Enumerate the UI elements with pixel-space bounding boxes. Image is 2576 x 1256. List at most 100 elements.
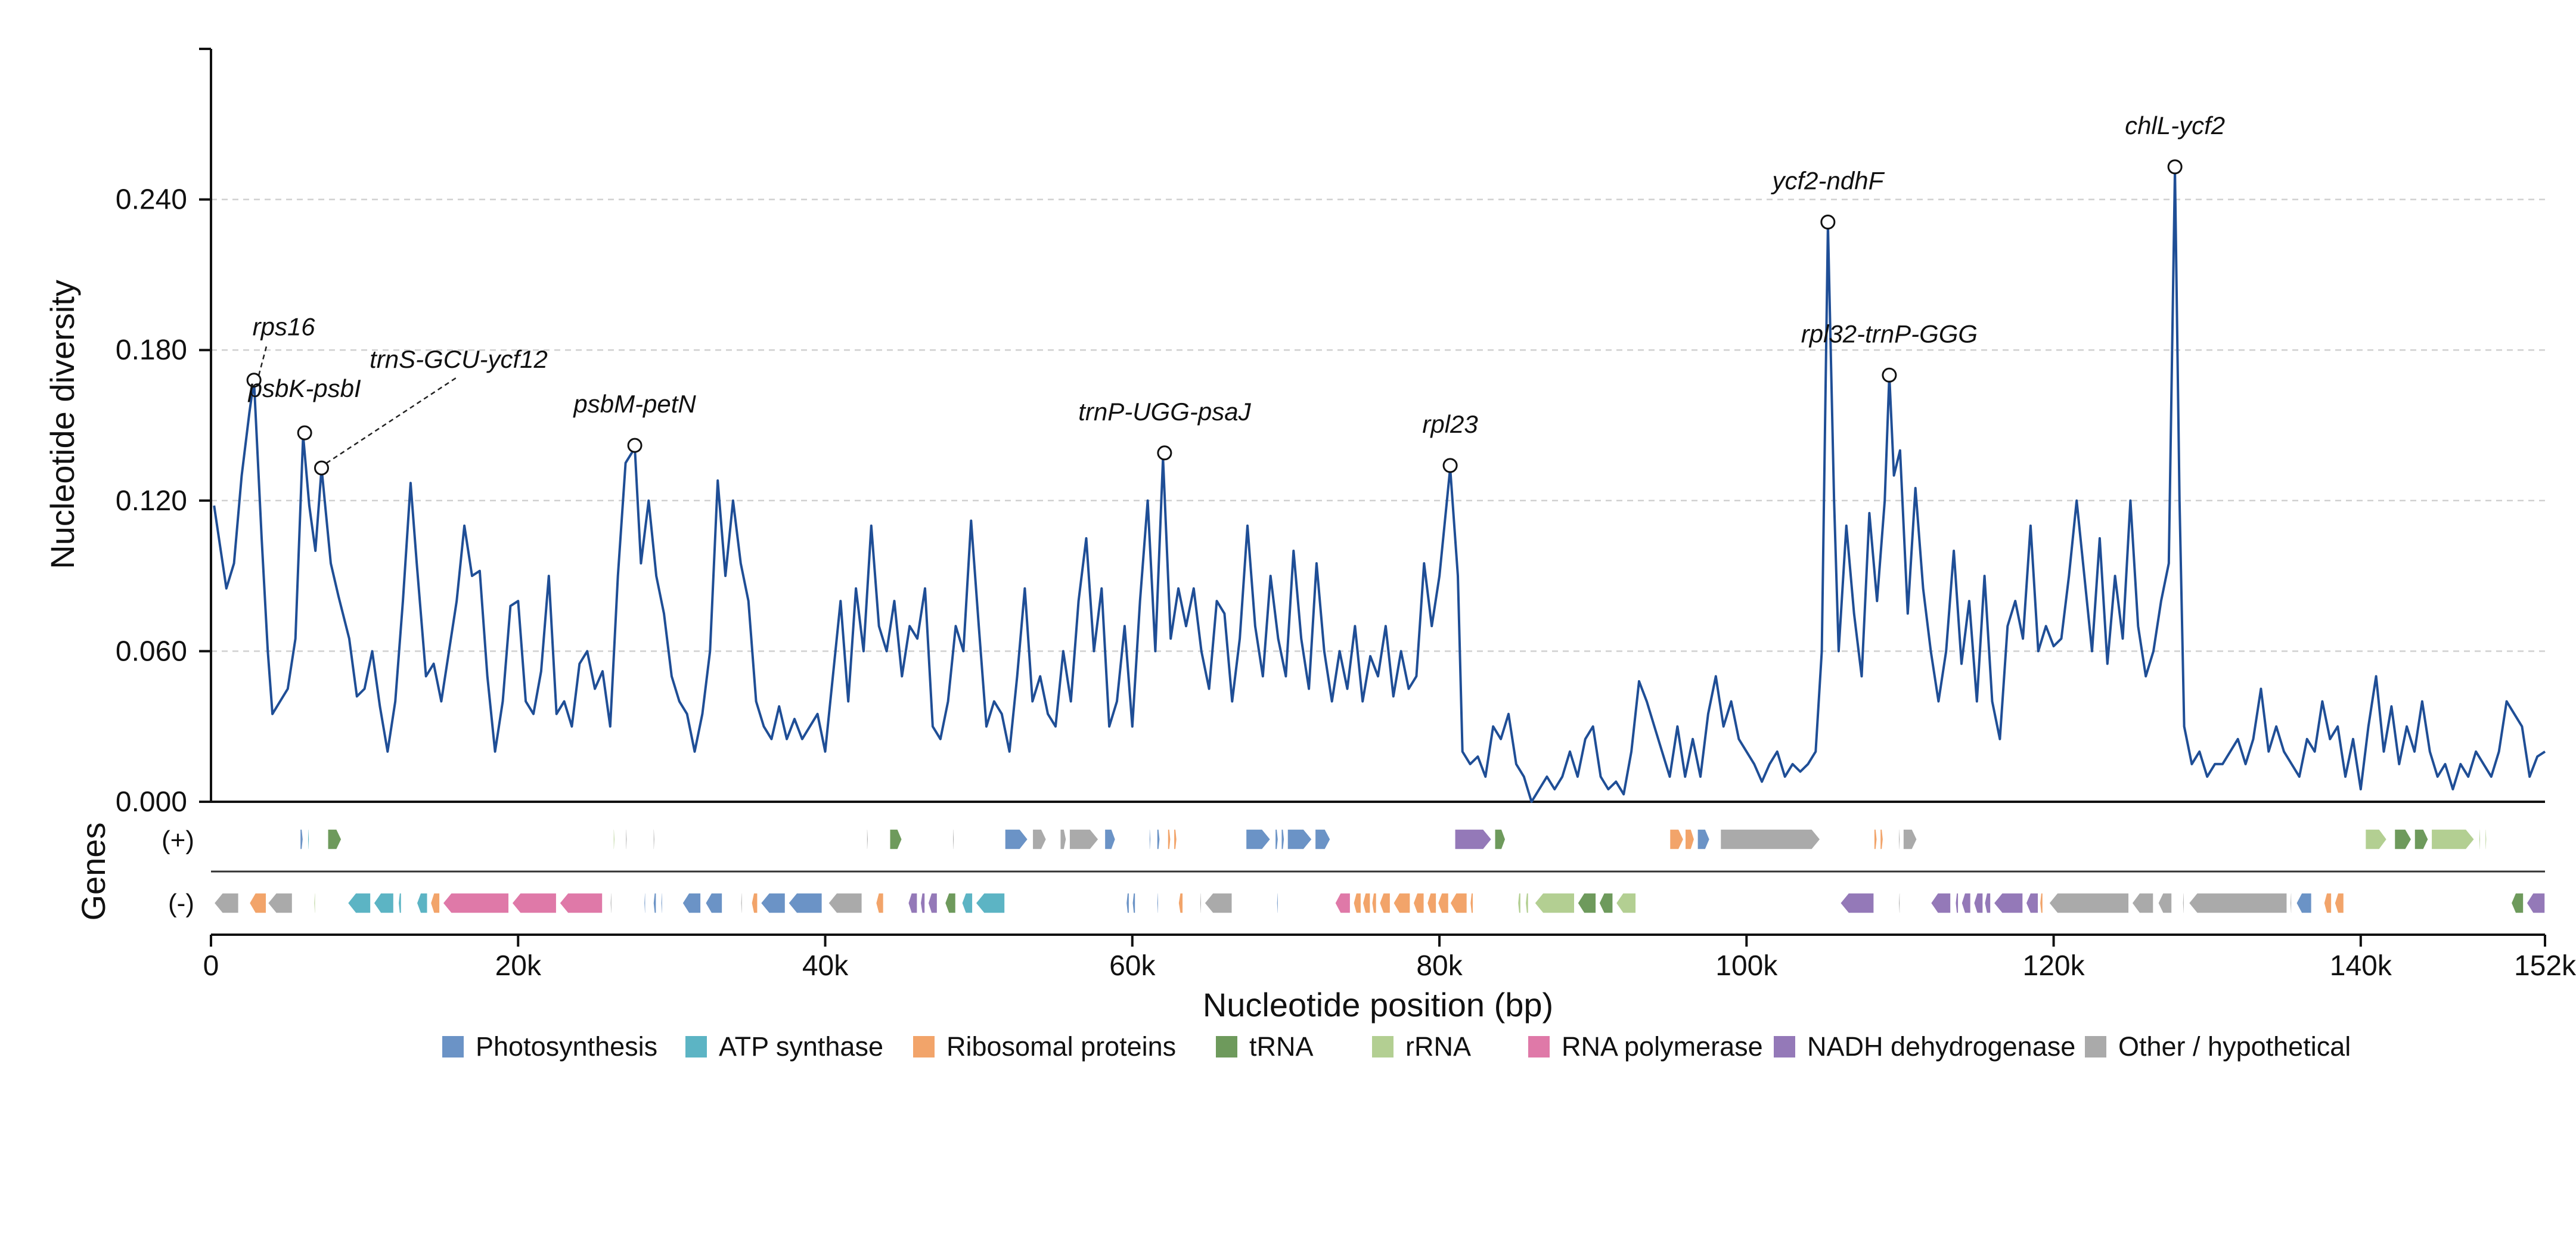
minus-strand-gene	[1392, 892, 1411, 914]
x-tick-label: 0	[203, 950, 219, 982]
minus-strand-gene	[1199, 892, 1202, 914]
peak-label: rps16	[253, 313, 316, 341]
peak-marker	[1442, 458, 1458, 473]
minus-strand-gene	[1615, 892, 1637, 914]
plus-strand-gene	[1287, 829, 1313, 850]
legend-label: Ribosomal proteins	[946, 1031, 1176, 1062]
plus-strand-gene	[2364, 829, 2388, 850]
minus-strand-gene	[2334, 892, 2345, 914]
plus-strand-gene	[889, 829, 903, 850]
minus-strand-gene	[1362, 892, 1371, 914]
y-tick-label: 0.240	[116, 184, 187, 216]
minus-strand-gene	[2526, 892, 2546, 914]
plus-strand-gene	[866, 829, 869, 850]
plus-strand-gene	[1004, 829, 1029, 850]
plus-strand-gene	[1454, 829, 1492, 850]
minus-strand-gene	[347, 892, 371, 914]
legend-label: NADH dehydrogenase	[1807, 1031, 2075, 1062]
minus-strand-gene	[760, 892, 786, 914]
peak-label: chlL-ycf2	[2125, 111, 2225, 139]
minus-strand-gene	[1525, 892, 1529, 914]
x-tick-label: 140k	[2330, 950, 2392, 982]
plus-strand-gene	[1684, 829, 1695, 850]
minus-strand-gene	[1469, 892, 1474, 914]
plus-strand-gene	[1156, 829, 1160, 850]
plus-strand-gene	[1669, 829, 1684, 850]
y-axis-title: Nucleotide diversity	[44, 280, 81, 569]
minus-strand-gene	[2157, 892, 2172, 914]
gene-tracks	[213, 829, 2546, 914]
legend-label: tRNA	[1249, 1031, 1314, 1062]
minus-strand-gene	[398, 892, 402, 914]
minus-strand-gene	[2039, 892, 2044, 914]
minus-strand-gene	[1156, 892, 1159, 914]
minus-strand-gene	[1353, 892, 1362, 914]
peak-label: trnS-GCU-ycf12	[370, 345, 548, 373]
peak-marker	[2167, 159, 2183, 175]
minus-strand-gene	[249, 892, 267, 914]
legend-swatch	[2085, 1036, 2106, 1057]
peak-leader-line	[325, 376, 460, 464]
plus-strand-gene	[1032, 829, 1047, 850]
minus-strand-gene	[944, 892, 957, 914]
minus-strand-gene	[2048, 892, 2130, 914]
y-tick-label: 0.120	[116, 485, 187, 517]
plus-strand-gene	[1314, 829, 1331, 850]
minus-strand-gene	[1517, 892, 1522, 914]
minus-strand-gene	[704, 892, 723, 914]
minus-strand-gene	[682, 892, 702, 914]
legend-swatch	[913, 1036, 935, 1057]
minus-strand-gene	[1993, 892, 2023, 914]
minus-strand-gene	[2025, 892, 2039, 914]
minus-strand-gene	[1599, 892, 1613, 914]
plus-strand-label: (+)	[162, 826, 194, 855]
minus-strand-gene	[787, 892, 823, 914]
x-ticks: 0 20k 40k 60k 80k 100k 120k 140k 152k	[203, 935, 2576, 982]
legend-label: ATP synthase	[719, 1031, 883, 1062]
minus-strand-gene	[416, 892, 429, 914]
minus-strand-gene	[740, 892, 743, 914]
minus-strand-gene	[1437, 892, 1450, 914]
x-tick-label: 80k	[1416, 950, 1463, 982]
legend-swatch	[442, 1036, 464, 1057]
legend-swatch	[1528, 1036, 1550, 1057]
y-tick-label: 0.180	[116, 334, 187, 366]
minus-strand-gene	[1379, 892, 1391, 914]
minus-strand-gene	[430, 892, 440, 914]
minus-strand-gene	[1839, 892, 1874, 914]
x-tick-label: 60k	[1109, 950, 1156, 982]
peak-marker	[314, 460, 329, 476]
minus-strand-gene	[1371, 892, 1377, 914]
peak-annotations: rps16 psbK-psbI trnS-GCU-ycf12 psbM-petN trn…	[246, 111, 2225, 476]
x-tick-label: 20k	[495, 950, 542, 982]
plus-strand-gene	[2431, 829, 2475, 850]
plus-strand-gene	[653, 829, 656, 850]
y-ticks: 0.000 0.060 0.120 0.180 0.240	[116, 184, 211, 818]
plus-strand-gene	[1059, 829, 1067, 850]
plus-strand-gene	[1902, 829, 1918, 850]
plus-strand-gene	[1898, 829, 1901, 850]
x-tick-label: 120k	[2023, 950, 2085, 982]
peak-marker	[1882, 367, 1897, 383]
minus-strand-gene	[1954, 892, 1959, 914]
grid-layer	[211, 199, 2545, 652]
minus-strand-gene	[558, 892, 603, 914]
minus-strand-gene	[1132, 892, 1136, 914]
minus-strand-gene	[1413, 892, 1425, 914]
diversity-series-line	[213, 168, 2546, 803]
plus-strand-gene	[2478, 829, 2481, 850]
minus-strand-gene	[2188, 892, 2288, 914]
plus-strand-gene	[2484, 829, 2487, 850]
minus-strand-gene	[1973, 892, 1984, 914]
plus-strand-gene	[2394, 829, 2412, 850]
minus-strand-gene	[313, 892, 316, 914]
genes-axis-title: Genes	[75, 823, 112, 921]
x-tick-label: 40k	[802, 950, 849, 982]
minus-strand-gene	[1450, 892, 1468, 914]
minus-strand-gene	[1203, 892, 1233, 914]
minus-strand-gene	[1961, 892, 1972, 914]
legend-label: Other / hypothetical	[2118, 1031, 2351, 1062]
minus-strand-gene	[751, 892, 758, 914]
